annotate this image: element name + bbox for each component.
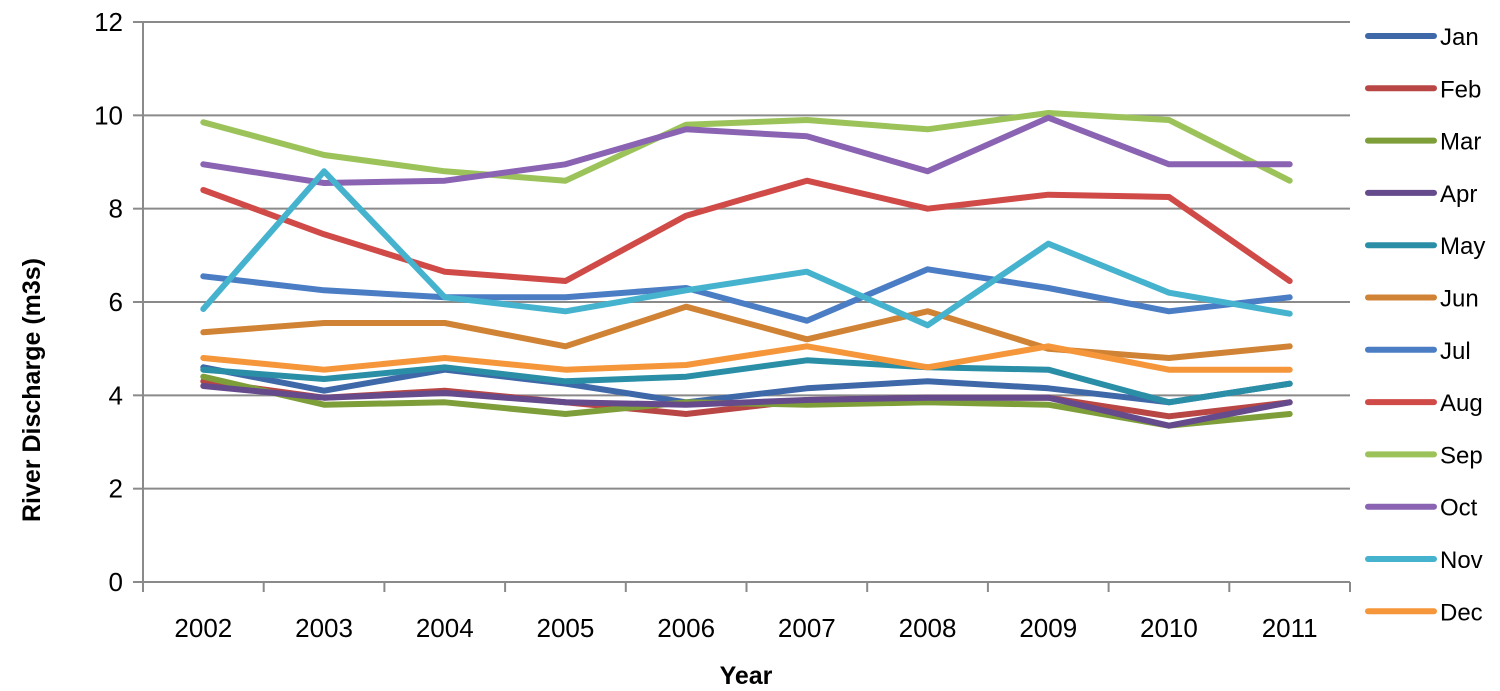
x-axis-title: Year bbox=[720, 662, 773, 690]
x-tick-label: 2006 bbox=[657, 613, 715, 643]
x-tick-label: 2004 bbox=[416, 613, 474, 643]
legend-item-sep: Sep bbox=[1365, 442, 1483, 469]
y-tick-label: 4 bbox=[109, 380, 123, 410]
x-tick-label: 2011 bbox=[1262, 613, 1318, 643]
x-tick-label: 2002 bbox=[174, 613, 232, 643]
legend-item-jun: Jun bbox=[1365, 286, 1479, 313]
legend-label: Mar bbox=[1440, 129, 1481, 156]
legend: Jan Feb Mar Apr May Jun Jul Aug Sep Oct Nov Dec bbox=[1365, 24, 1485, 626]
y-tick-label: 0 bbox=[109, 567, 123, 597]
legend-item-oct: Oct bbox=[1365, 495, 1478, 522]
legend-item-aug: Aug bbox=[1365, 390, 1483, 417]
series-line-oct bbox=[200, 114, 1293, 186]
x-axis-ticks: 2002 2003 2004 2005 2006 2007 2008 2009 2010 2011 bbox=[142, 582, 1351, 643]
series-line-may bbox=[200, 357, 1293, 406]
y-tick-label: 12 bbox=[94, 7, 123, 37]
legend-item-jul: Jul bbox=[1365, 338, 1471, 365]
x-tick-label: 2009 bbox=[1019, 613, 1077, 643]
series-line-dec bbox=[200, 343, 1293, 373]
y-axis-ticks: 0 2 4 6 8 10 12 bbox=[94, 7, 143, 597]
series-line-apr bbox=[200, 383, 1293, 429]
series-lines bbox=[200, 110, 1293, 429]
legend-label: Apr bbox=[1440, 181, 1477, 208]
legend-label: Nov bbox=[1440, 547, 1483, 574]
x-tick-label: 2008 bbox=[899, 613, 957, 643]
legend-item-may: May bbox=[1365, 233, 1485, 260]
legend-label: Sep bbox=[1440, 442, 1483, 469]
legend-label: Oct bbox=[1440, 495, 1478, 522]
legend-item-apr: Apr bbox=[1365, 181, 1477, 208]
series-line-jun bbox=[200, 303, 1293, 361]
legend-label: Jul bbox=[1440, 338, 1471, 365]
legend-label: Dec bbox=[1440, 599, 1483, 626]
series-line-aug bbox=[200, 177, 1293, 284]
y-tick-label: 10 bbox=[94, 100, 123, 130]
legend-item-feb: Feb bbox=[1365, 76, 1481, 103]
legend-item-mar: Mar bbox=[1365, 129, 1481, 156]
legend-label: May bbox=[1440, 233, 1485, 260]
y-tick-label: 2 bbox=[109, 474, 123, 504]
legend-label: Jan bbox=[1440, 24, 1479, 51]
series-line-jul bbox=[200, 266, 1293, 324]
legend-item-nov: Nov bbox=[1365, 547, 1483, 574]
legend-label: Feb bbox=[1440, 76, 1481, 103]
y-tick-label: 8 bbox=[109, 194, 123, 224]
y-axis-title: River Discharge (m3s) bbox=[18, 258, 46, 522]
y-tick-label: 6 bbox=[109, 287, 123, 317]
series-line-sep bbox=[200, 110, 1293, 184]
x-tick-label: 2003 bbox=[295, 613, 353, 643]
legend-item-dec: Dec bbox=[1365, 599, 1483, 626]
x-tick-label: 2007 bbox=[778, 613, 836, 643]
x-tick-label: 2005 bbox=[537, 613, 595, 643]
series-line-jan bbox=[200, 364, 1293, 406]
legend-label: Aug bbox=[1440, 390, 1483, 417]
legend-label: Jun bbox=[1440, 286, 1479, 313]
legend-item-jan: Jan bbox=[1365, 24, 1479, 51]
series-line-nov bbox=[200, 168, 1293, 329]
x-tick-label: 2010 bbox=[1140, 613, 1198, 643]
